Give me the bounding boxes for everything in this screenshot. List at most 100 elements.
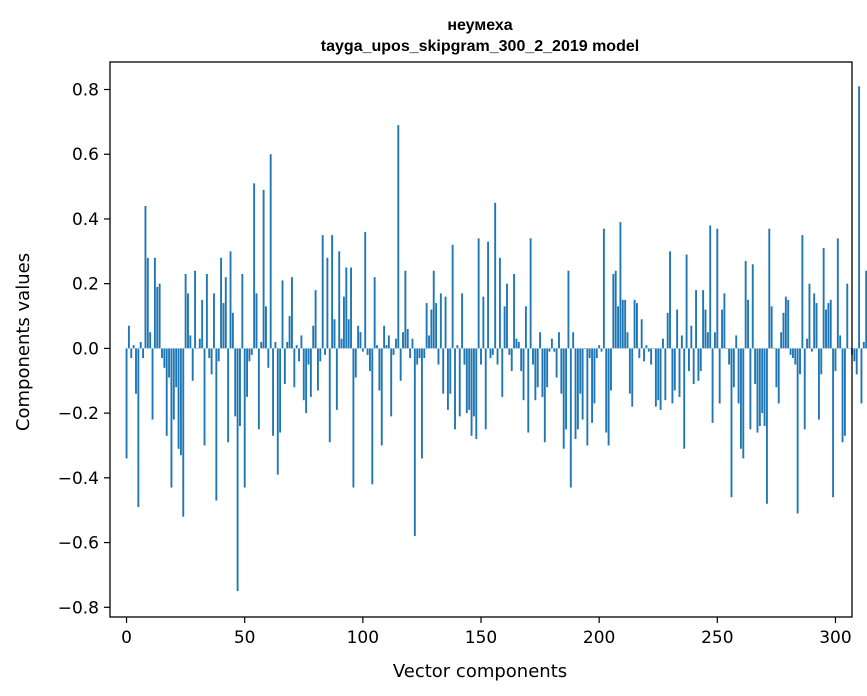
- bar: [669, 251, 671, 349]
- bar: [359, 332, 362, 349]
- bar: [234, 348, 237, 417]
- bar: [390, 348, 393, 417]
- bar: [569, 348, 572, 488]
- x-axis-ticks: 0 50 100 150 200 250 300: [121, 617, 852, 648]
- bar: [151, 348, 154, 420]
- bar: [503, 306, 506, 349]
- bar: [810, 348, 813, 352]
- bar: [163, 348, 166, 368]
- bar: [704, 309, 707, 349]
- bar: [860, 348, 863, 404]
- bar: [267, 348, 270, 368]
- bar: [309, 348, 312, 397]
- bar: [146, 257, 149, 349]
- bar: [751, 264, 754, 349]
- bar: [213, 293, 215, 349]
- bar: [581, 348, 584, 420]
- bar: [302, 348, 305, 401]
- bar: [220, 257, 223, 349]
- bar: [446, 348, 449, 410]
- bar: [156, 286, 159, 349]
- bar: [588, 348, 591, 359]
- bar: [153, 257, 156, 349]
- bar: [418, 348, 421, 359]
- bar: [139, 341, 142, 349]
- bar: [288, 316, 291, 349]
- bar: [354, 348, 357, 378]
- bar: [276, 348, 279, 475]
- bar: [411, 338, 414, 349]
- bar: [130, 348, 133, 359]
- bar: [709, 225, 712, 349]
- bar: [555, 348, 558, 378]
- bar: [636, 303, 638, 349]
- bar: [624, 299, 627, 349]
- bar: [480, 348, 482, 365]
- bar: [198, 338, 201, 349]
- bar: [378, 348, 381, 391]
- bar: [808, 283, 811, 349]
- bar: [678, 348, 681, 397]
- bar: [543, 348, 546, 443]
- bar: [591, 348, 594, 423]
- bar: [744, 261, 747, 349]
- bar: [735, 335, 738, 349]
- bar: [742, 348, 745, 459]
- bar: [314, 290, 317, 349]
- bar: [652, 348, 655, 349]
- bar: [803, 348, 806, 430]
- bar: [515, 338, 518, 349]
- bar: [328, 348, 331, 443]
- y-tick-label: 0.4: [72, 210, 99, 230]
- bar: [737, 348, 740, 404]
- y-tick-label: 0.8: [72, 81, 99, 101]
- bar: [477, 238, 480, 349]
- bar: [385, 345, 388, 349]
- bar: [553, 348, 556, 352]
- bar: [527, 348, 530, 433]
- bar: [404, 270, 407, 349]
- bar: [550, 338, 553, 349]
- y-axis-ticks: −0.8 −0.6 −0.4 −0.2 0.0 0.2 0.4 0.6 0.8: [58, 81, 110, 618]
- bar: [827, 303, 830, 349]
- bar: [529, 238, 532, 349]
- bar: [293, 348, 296, 388]
- bar: [690, 325, 693, 349]
- bar: [706, 332, 709, 349]
- bar: [456, 345, 459, 349]
- bar: [255, 293, 258, 349]
- bar: [428, 335, 430, 349]
- bar: [683, 348, 686, 449]
- bar: [361, 348, 364, 352]
- bar: [229, 251, 232, 349]
- bar: [862, 341, 865, 349]
- bar: [508, 348, 511, 355]
- bar: [546, 348, 549, 388]
- bar: [187, 293, 189, 349]
- bar: [758, 348, 761, 427]
- bar: [430, 309, 433, 349]
- bar: [352, 348, 355, 488]
- y-tick-label: −0.2: [58, 404, 99, 424]
- bar: [161, 348, 163, 359]
- bar: [345, 267, 348, 349]
- bar: [279, 348, 282, 433]
- bar: [662, 338, 664, 349]
- bar: [399, 348, 402, 381]
- bar: [472, 348, 475, 417]
- y-tick-label: 0.6: [72, 145, 99, 165]
- bar: [796, 348, 799, 514]
- bar: [224, 277, 227, 349]
- bar: [650, 348, 653, 365]
- bar: [168, 348, 171, 378]
- bar: [822, 248, 825, 349]
- bar: [789, 348, 792, 355]
- bar: [699, 348, 702, 372]
- bar: [593, 348, 596, 404]
- bar: [657, 348, 660, 401]
- bar: [725, 348, 728, 349]
- bar: [208, 348, 211, 359]
- bar: [702, 290, 705, 349]
- bar: [820, 348, 823, 375]
- bar: [437, 348, 440, 365]
